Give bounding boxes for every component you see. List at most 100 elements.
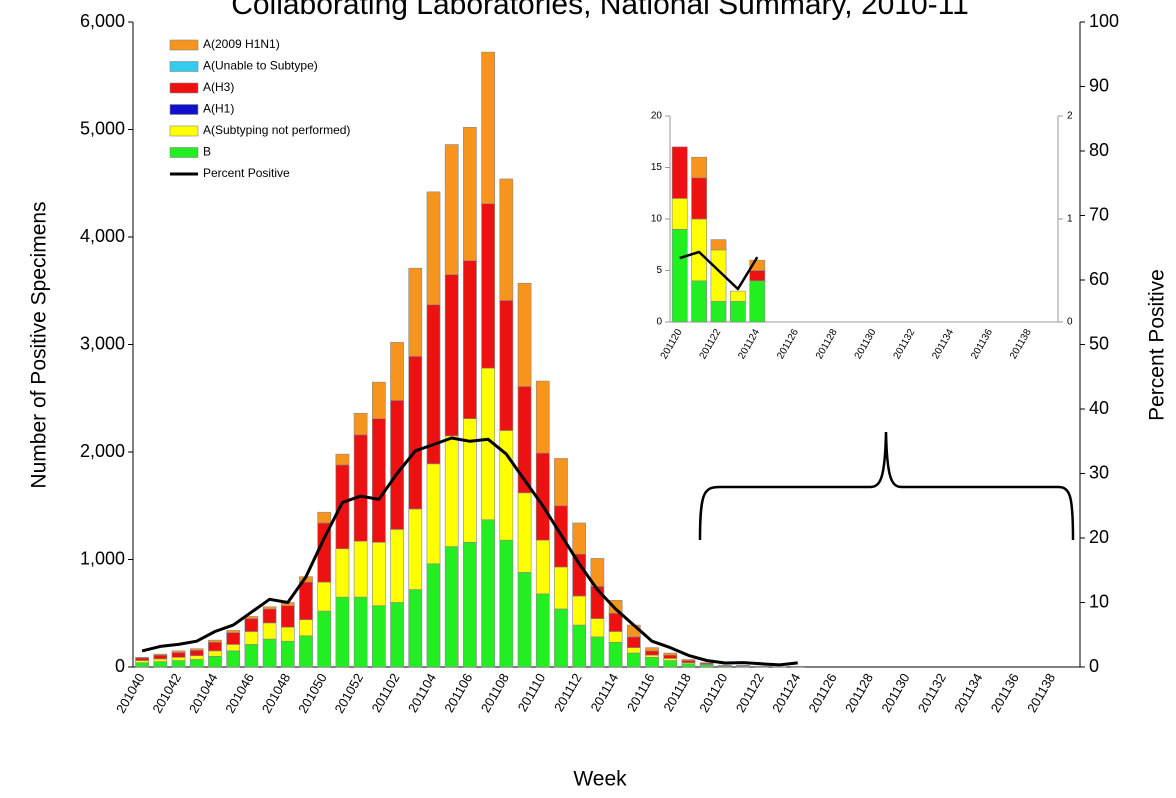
bar-segment xyxy=(681,659,696,661)
x-tick-label: 201118 xyxy=(660,671,694,714)
bar-segment xyxy=(572,553,587,597)
bar-segment xyxy=(730,301,746,323)
bar-segment xyxy=(608,641,623,668)
x-tick-label: 201112 xyxy=(551,671,585,714)
bar-segment xyxy=(335,464,350,550)
bar-segment xyxy=(171,650,186,653)
bar-segment xyxy=(335,596,350,668)
y-tick-label: 0 xyxy=(115,656,125,676)
bar-segment xyxy=(517,386,532,494)
y2-tick-label: 10 xyxy=(1089,591,1109,611)
x-tick-label: 201120 xyxy=(696,671,730,715)
y2-tick-label: 40 xyxy=(1089,398,1109,418)
legend-label: B xyxy=(203,145,211,159)
legend-label: A(H1) xyxy=(203,102,234,116)
y-tick-label: 4,000 xyxy=(80,226,125,246)
bar-segment xyxy=(208,655,222,668)
bar-segment xyxy=(645,654,659,658)
x-tick-label: 201122 xyxy=(698,327,724,361)
x-tick-label: 201040 xyxy=(113,671,148,716)
x-tick-label: 201138 xyxy=(1008,327,1034,361)
bar-segment xyxy=(608,631,623,643)
bar-segment xyxy=(262,606,277,610)
y2-tick-label: 70 xyxy=(1089,204,1109,224)
bar-segment xyxy=(371,418,386,543)
bar-segment xyxy=(135,662,149,668)
y2-tick-label: 2 xyxy=(1067,111,1073,122)
bar-segment xyxy=(718,664,732,667)
bar-segment xyxy=(317,581,332,612)
x-tick-label: 201136 xyxy=(969,327,995,361)
legend-label: A(2009 H1N1) xyxy=(203,37,280,51)
bar-segment xyxy=(153,658,168,662)
y2-tick-label: 1 xyxy=(1067,214,1073,225)
bar-segment xyxy=(572,595,587,626)
x-tick-label: 201138 xyxy=(1024,671,1058,715)
bar-segment xyxy=(335,548,350,598)
bar-segment xyxy=(663,660,678,668)
bar-segment xyxy=(390,529,404,603)
bar-segment xyxy=(463,127,477,261)
bar-segment xyxy=(517,492,532,573)
bar-segment xyxy=(135,657,149,661)
bar-segment xyxy=(554,458,568,507)
x-tick-label: 201108 xyxy=(478,671,512,715)
y2-tick-label: 0 xyxy=(1089,656,1099,676)
x-tick-label: 201128 xyxy=(842,671,876,715)
bar-segment xyxy=(317,610,332,668)
bar-segment xyxy=(153,661,168,668)
legend-label: A(Subtyping not performed) xyxy=(203,123,350,137)
bar-segment xyxy=(208,641,222,652)
bar-segment xyxy=(353,596,368,668)
legend-swatch xyxy=(169,39,199,51)
bar-segment xyxy=(691,156,707,179)
bar-segment xyxy=(663,654,678,659)
x-tick-label: 201050 xyxy=(295,671,330,716)
bar-segment xyxy=(371,605,386,668)
bar-segment xyxy=(226,650,241,668)
bar-segment xyxy=(626,636,641,648)
y-tick-label: 5,000 xyxy=(80,118,125,138)
bar-segment xyxy=(444,435,459,547)
bar-segment xyxy=(408,508,423,590)
bar-segment xyxy=(208,650,222,657)
bar-segment xyxy=(590,636,605,668)
bar-segment xyxy=(481,519,495,668)
bar-segment xyxy=(171,652,186,658)
bar-segment xyxy=(749,259,766,271)
bar-segment xyxy=(226,644,241,652)
x-tick-label: 201124 xyxy=(769,671,803,715)
bar-segment xyxy=(371,541,386,607)
bar-segment xyxy=(691,177,707,220)
bar-segment xyxy=(353,434,368,542)
bar-segment xyxy=(535,380,550,454)
bar-segment xyxy=(371,381,386,419)
bar-segment xyxy=(749,270,766,282)
bar-segment xyxy=(626,652,641,668)
bar-segment xyxy=(299,635,313,668)
bar-segment xyxy=(671,146,688,199)
bar-segment xyxy=(572,624,587,668)
legend-label: Percent Positive xyxy=(203,166,290,180)
bar-segment xyxy=(244,618,259,632)
x-tick-label: 201106 xyxy=(441,671,475,715)
bar-segment xyxy=(390,342,404,401)
bar-segment xyxy=(671,229,688,323)
bar-segment xyxy=(671,198,688,230)
y2-tick-label: 60 xyxy=(1089,269,1109,289)
y2-tick-label: 80 xyxy=(1089,140,1109,160)
bar-segment xyxy=(280,605,295,628)
y-tick-label: 3,000 xyxy=(80,333,125,353)
legend-swatch xyxy=(169,147,199,158)
x-tick-label: 201110 xyxy=(515,671,549,714)
bar-segment xyxy=(408,267,423,357)
y2-tick-label: 90 xyxy=(1089,75,1109,95)
bar-segment xyxy=(408,589,423,668)
bar-segment xyxy=(699,664,714,668)
bar-segment xyxy=(663,658,678,661)
bar-segment xyxy=(171,657,186,661)
bar-segment xyxy=(262,608,277,624)
x-tick-label: 201116 xyxy=(624,671,658,714)
